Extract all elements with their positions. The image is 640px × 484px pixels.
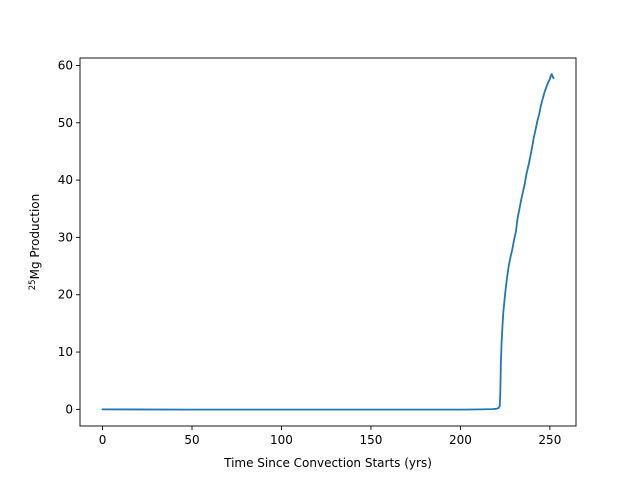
x-tick-label: 150	[359, 433, 382, 447]
y-tick-label: 20	[58, 288, 73, 302]
series-line-mg25-production	[101, 73, 555, 411]
y-axis-label-text: Mg Production	[28, 194, 42, 280]
plot-area	[101, 73, 555, 411]
y-tick-label: 60	[58, 58, 73, 72]
y-tick-label: 10	[58, 345, 73, 359]
y-axis-label-superscript: 25	[28, 279, 38, 290]
x-axis-ticks: 0 50 100 150 200 250	[99, 426, 561, 447]
y-tick-label: 50	[58, 116, 73, 130]
x-tick-label: 200	[449, 433, 472, 447]
axes-frame	[79, 57, 577, 427]
x-tick-label: 50	[184, 433, 199, 447]
y-axis-label: 25Mg Production	[28, 194, 42, 290]
x-axis-label: Time Since Convection Starts (yrs)	[223, 456, 432, 470]
y-axis-ticks: 0 10 20 30 40 50 60	[58, 58, 80, 416]
y-tick-label: 30	[58, 230, 73, 244]
x-tick-label: 250	[538, 433, 561, 447]
x-tick-label: 100	[270, 433, 293, 447]
x-tick-label: 0	[99, 433, 107, 447]
y-tick-label: 0	[65, 402, 73, 416]
y-tick-label: 40	[58, 173, 73, 187]
